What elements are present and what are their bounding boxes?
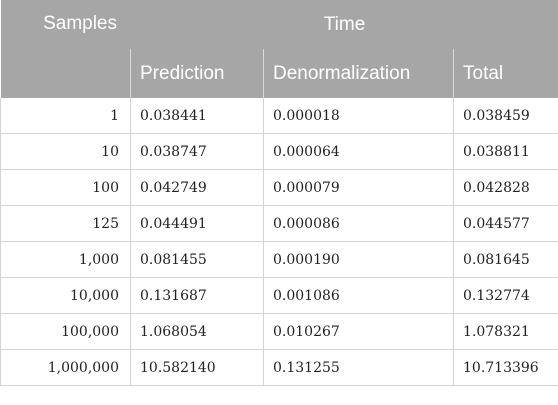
table-row: 1,000,000 10.582140 0.131255 10.713396 <box>0 349 558 386</box>
samples-cell: 1,000,000 <box>0 349 131 386</box>
prediction-cell: 0.131687 <box>130 277 264 314</box>
denormalization-cell: 0.001086 <box>263 277 454 314</box>
prediction-cell: 0.038441 <box>130 98 264 134</box>
samples-header: Samples <box>0 0 131 98</box>
samples-cell: 100 <box>0 169 131 206</box>
denormalization-cell: 0.000079 <box>263 169 454 206</box>
total-cell: 0.044577 <box>452 205 558 242</box>
table-row: 10,000 0.131687 0.001086 0.132774 <box>0 277 558 314</box>
table-header: Samples Time Prediction Denormalization … <box>0 0 558 98</box>
time-header: Time <box>130 0 558 49</box>
denormalization-cell: 0.000190 <box>263 241 454 278</box>
total-cell: 0.132774 <box>452 277 558 314</box>
table-body: 1 0.038441 0.000018 0.038459 10 0.038747… <box>0 98 558 386</box>
total-cell: 0.038459 <box>452 98 558 134</box>
table-row: 1 0.038441 0.000018 0.038459 <box>0 98 558 134</box>
denormalization-cell: 0.131255 <box>263 349 454 386</box>
header-row-2: Prediction Denormalization Total <box>1 49 558 98</box>
prediction-cell: 0.038747 <box>130 133 264 170</box>
table-row: 125 0.044491 0.000086 0.044577 <box>0 205 558 242</box>
denormalization-cell: 0.000086 <box>263 205 454 242</box>
samples-cell: 125 <box>0 205 131 242</box>
total-cell: 0.081645 <box>452 241 558 278</box>
timing-table: Samples Time Prediction Denormalization … <box>0 0 558 386</box>
prediction-cell: 0.044491 <box>130 205 264 242</box>
table-row: 1,000 0.081455 0.000190 0.081645 <box>0 241 558 278</box>
header-row-1: Samples Time <box>0 0 558 98</box>
samples-cell: 10,000 <box>0 277 131 314</box>
prediction-cell: 1.068054 <box>130 313 264 350</box>
samples-cell: 10 <box>0 133 131 170</box>
total-cell: 0.042828 <box>452 169 558 206</box>
table-row: 100 0.042749 0.000079 0.042828 <box>0 169 558 206</box>
table-row: 100,000 1.068054 0.010267 1.078321 <box>0 313 558 350</box>
table-row: 10 0.038747 0.000064 0.038811 <box>0 133 558 170</box>
denormalization-header: Denormalization <box>263 49 454 98</box>
samples-cell: 100,000 <box>0 313 131 350</box>
samples-cell: 1,000 <box>0 241 131 278</box>
total-header: Total <box>452 49 558 98</box>
prediction-cell: 10.582140 <box>130 349 264 386</box>
prediction-cell: 0.042749 <box>130 169 264 206</box>
prediction-header: Prediction <box>130 49 264 98</box>
denormalization-cell: 0.000018 <box>263 98 454 134</box>
samples-cell: 1 <box>0 98 131 134</box>
denormalization-cell: 0.000064 <box>263 133 454 170</box>
denormalization-cell: 0.010267 <box>263 313 454 350</box>
prediction-cell: 0.081455 <box>130 241 264 278</box>
total-cell: 0.038811 <box>452 133 558 170</box>
total-cell: 1.078321 <box>452 313 558 350</box>
total-cell: 10.713396 <box>452 349 558 386</box>
